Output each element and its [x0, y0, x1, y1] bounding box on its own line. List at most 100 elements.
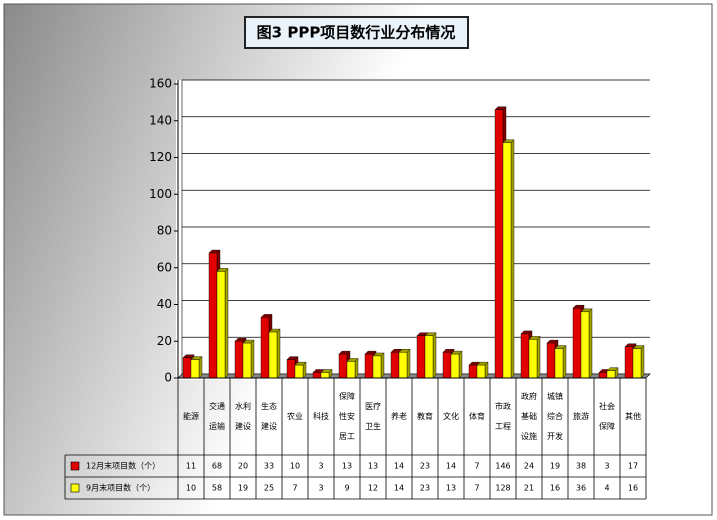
table-value: 4: [604, 484, 609, 493]
bar: [372, 355, 382, 379]
bar-side: [198, 356, 203, 379]
table-value: 20: [238, 462, 248, 471]
bar: [312, 372, 322, 379]
table-value: 3: [318, 462, 323, 471]
table-value: 14: [394, 462, 404, 471]
y-tick-label: 100: [149, 187, 172, 201]
x-tick-label: 其他: [625, 411, 641, 421]
bar: [580, 311, 590, 379]
table-value: 23: [420, 484, 430, 493]
bar-side: [588, 308, 593, 379]
bar: [598, 372, 608, 379]
bar: [260, 317, 270, 379]
x-tick-label: 保障性安居工: [339, 391, 355, 441]
bar: [502, 142, 512, 379]
bar: [390, 352, 400, 379]
bar: [364, 353, 374, 379]
x-tick-label: 体育: [469, 411, 485, 421]
bar-side: [562, 345, 567, 379]
bar: [286, 359, 296, 379]
x-tick-label: 生态建设: [261, 401, 277, 431]
table-value: 10: [186, 484, 196, 493]
x-tick-label: 城镇综合开发: [547, 391, 563, 441]
x-tick-label: 能源: [183, 411, 199, 421]
bar-side: [276, 328, 281, 379]
legend-swatch: [70, 483, 80, 493]
bar: [208, 252, 218, 379]
bar: [398, 352, 408, 379]
table-value: 7: [292, 484, 297, 493]
bar: [572, 307, 582, 379]
table-value: 14: [394, 484, 404, 493]
table-value: 24: [524, 462, 534, 471]
bar: [624, 346, 634, 379]
bar-side: [224, 267, 229, 379]
table-value: 13: [342, 462, 352, 471]
bar-side: [354, 357, 359, 379]
table-value: 17: [628, 462, 638, 471]
table-value: 21: [524, 484, 534, 493]
x-tick-label: 养老: [391, 411, 407, 421]
bar: [234, 341, 244, 379]
y-tick-label: 160: [149, 77, 172, 91]
bar-side: [250, 339, 255, 379]
table-value: 14: [446, 462, 456, 471]
table-value: 36: [576, 484, 586, 493]
bar: [190, 359, 200, 379]
y-tick-label: 40: [157, 297, 172, 311]
x-tick-label: 教育: [417, 411, 433, 421]
bar: [632, 348, 642, 379]
table-value: 16: [550, 484, 560, 493]
bar: [346, 361, 356, 379]
chart-title: 图3 PPP项目数行业分布情况: [257, 24, 456, 42]
table-value: 3: [604, 462, 609, 471]
table-value: 128: [495, 484, 510, 493]
bar-side: [380, 352, 385, 379]
bar: [338, 353, 348, 379]
table-value: 19: [550, 462, 560, 471]
x-tick-label: 水利建设: [235, 401, 251, 431]
table-value: 7: [474, 484, 479, 493]
table-value: 3: [318, 484, 323, 493]
table-value: 68: [212, 462, 222, 471]
bar: [494, 109, 504, 379]
table-value: 19: [238, 484, 248, 493]
x-tick-label: 农业: [287, 411, 303, 421]
bar: [320, 372, 330, 379]
bar-side: [510, 139, 515, 379]
bar: [528, 339, 538, 379]
y-tick-label: 0: [164, 371, 172, 385]
y-tick-label: 120: [149, 150, 172, 164]
bar: [182, 357, 192, 379]
bar: [554, 348, 564, 379]
bar: [294, 364, 304, 379]
y-tick-label: 60: [157, 260, 172, 274]
bar: [606, 370, 616, 379]
bar: [546, 342, 556, 379]
bar-side: [432, 332, 437, 379]
bar: [424, 335, 434, 379]
x-tick-label: 政府基础设施: [521, 391, 537, 441]
y-tick-label: 20: [157, 334, 172, 348]
bar: [216, 271, 226, 379]
table-value: 13: [446, 484, 456, 493]
table-value: 12: [368, 484, 378, 493]
table-value: 11: [186, 462, 196, 471]
table-value: 146: [495, 462, 510, 471]
table-value: 38: [576, 462, 586, 471]
legend-swatch: [70, 461, 80, 471]
bar: [476, 364, 486, 379]
legend-label: 9月末项目数（个）: [86, 483, 155, 493]
x-tick-label: 社会保障: [599, 401, 615, 431]
bar: [416, 335, 426, 379]
legend-label: 12月末项目数（个）: [86, 461, 160, 471]
bar-side: [640, 345, 645, 379]
x-tick-label: 旅游: [573, 411, 589, 421]
bar: [520, 333, 530, 379]
table-value: 9: [344, 484, 349, 493]
bar: [242, 342, 252, 379]
x-tick-label: 医疗卫生: [365, 401, 381, 431]
table-value: 25: [264, 484, 274, 493]
